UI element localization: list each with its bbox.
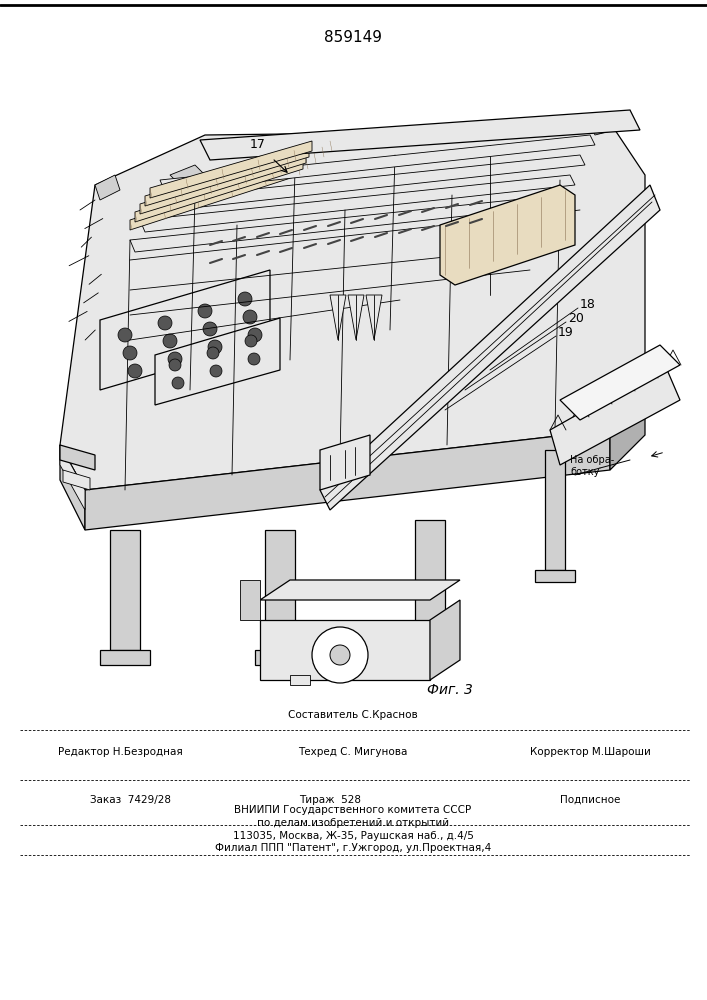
Polygon shape <box>366 295 382 340</box>
Polygon shape <box>320 435 370 490</box>
Circle shape <box>595 123 605 133</box>
Circle shape <box>118 328 132 342</box>
Polygon shape <box>100 650 150 665</box>
Polygon shape <box>60 445 85 530</box>
Polygon shape <box>535 570 575 582</box>
Text: 20: 20 <box>568 312 584 324</box>
Polygon shape <box>130 195 565 252</box>
Circle shape <box>248 328 262 342</box>
Text: 18: 18 <box>580 298 596 312</box>
Circle shape <box>330 645 350 665</box>
Text: 113035, Москва, Ж-35, Раушская наб., д.4/5: 113035, Москва, Ж-35, Раушская наб., д.4… <box>233 831 474 841</box>
Polygon shape <box>560 345 680 420</box>
Circle shape <box>198 304 212 318</box>
Polygon shape <box>60 445 95 470</box>
Circle shape <box>208 340 222 354</box>
Polygon shape <box>240 580 260 620</box>
Text: Составитель С.Краснов: Составитель С.Краснов <box>288 710 418 720</box>
Text: Подписное: Подписное <box>560 795 620 805</box>
Polygon shape <box>145 147 309 206</box>
Polygon shape <box>155 318 280 405</box>
Circle shape <box>123 346 137 360</box>
Circle shape <box>168 352 182 366</box>
Text: по делам изобретений и открытий: по делам изобретений и открытий <box>257 818 449 828</box>
Polygon shape <box>100 270 270 390</box>
Polygon shape <box>160 135 595 192</box>
Polygon shape <box>150 155 585 212</box>
Polygon shape <box>60 130 645 490</box>
Polygon shape <box>430 600 460 680</box>
Polygon shape <box>140 153 306 214</box>
Circle shape <box>172 377 184 389</box>
Text: Редактор Н.Безродная: Редактор Н.Безродная <box>58 747 182 757</box>
Text: 17: 17 <box>250 138 266 151</box>
Polygon shape <box>330 295 346 340</box>
Polygon shape <box>405 640 455 655</box>
Circle shape <box>169 359 181 371</box>
Polygon shape <box>170 165 205 185</box>
Polygon shape <box>348 295 364 340</box>
Polygon shape <box>415 520 445 640</box>
Polygon shape <box>85 430 610 530</box>
Polygon shape <box>550 365 680 465</box>
Circle shape <box>158 316 172 330</box>
Polygon shape <box>150 141 312 198</box>
Polygon shape <box>130 165 300 230</box>
Text: Техред С. Мигунова: Техред С. Мигунова <box>298 747 408 757</box>
Polygon shape <box>140 175 575 232</box>
Polygon shape <box>63 470 90 490</box>
Circle shape <box>312 627 368 683</box>
Polygon shape <box>200 110 640 160</box>
Polygon shape <box>260 620 430 680</box>
Polygon shape <box>320 185 660 510</box>
Circle shape <box>207 347 219 359</box>
Polygon shape <box>265 530 295 650</box>
Circle shape <box>128 364 142 378</box>
Circle shape <box>210 365 222 377</box>
Text: 19: 19 <box>558 326 574 338</box>
Circle shape <box>248 353 260 365</box>
Polygon shape <box>95 175 120 200</box>
Circle shape <box>163 334 177 348</box>
Polygon shape <box>135 159 303 222</box>
Polygon shape <box>255 650 305 665</box>
Polygon shape <box>545 450 565 570</box>
Polygon shape <box>260 580 460 600</box>
Polygon shape <box>110 530 140 650</box>
Circle shape <box>243 310 257 324</box>
Circle shape <box>245 335 257 347</box>
Polygon shape <box>610 395 645 470</box>
Text: Филиал ППП "Патент", г.Ужгород, ул.Проектная,4: Филиал ППП "Патент", г.Ужгород, ул.Проек… <box>215 843 491 853</box>
Text: 859149: 859149 <box>324 30 382 45</box>
Polygon shape <box>440 185 575 285</box>
Text: Корректор М.Шароши: Корректор М.Шароши <box>530 747 650 757</box>
Text: Заказ  7429/28: Заказ 7429/28 <box>90 795 171 805</box>
Text: ВНИИПИ Государственного комитета СССР: ВНИИПИ Государственного комитета СССР <box>235 805 472 815</box>
Polygon shape <box>60 445 85 510</box>
Circle shape <box>203 322 217 336</box>
Text: На обра-
ботку: На обра- ботку <box>570 455 614 477</box>
Circle shape <box>238 292 252 306</box>
Text: Фиг. 3: Фиг. 3 <box>427 683 473 697</box>
Polygon shape <box>590 120 615 135</box>
Text: Тираж  528: Тираж 528 <box>299 795 361 805</box>
Polygon shape <box>290 675 310 685</box>
